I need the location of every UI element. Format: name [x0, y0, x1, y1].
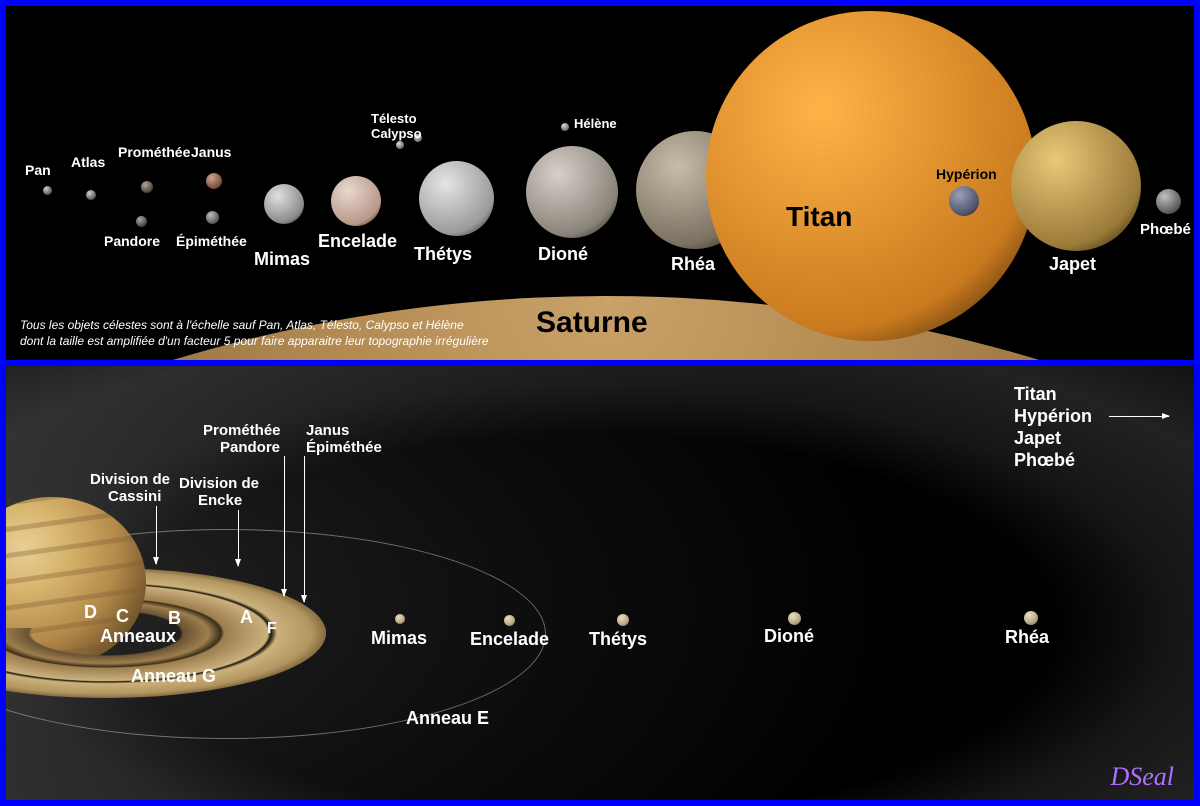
moon-helene — [561, 123, 569, 131]
moon-pandore — [136, 216, 147, 227]
bottom-panel: D C B A F Anneaux Anneau G Anneau E Divi… — [6, 366, 1194, 800]
moon-phoebe — [1156, 189, 1181, 214]
anneau-g-label: Anneau G — [131, 666, 216, 687]
moon-label-hyperion: Hypérion — [936, 166, 997, 182]
moon-label-telesto: Télesto — [371, 111, 417, 126]
moon-thetys — [419, 161, 494, 236]
janus-epi-arrow — [304, 456, 305, 602]
moon-janus — [206, 173, 222, 189]
moon-label-dione: Dioné — [538, 244, 588, 265]
orbit-label-rhea: Rhéa — [1005, 627, 1049, 648]
saturn-label: Saturne — [536, 306, 648, 340]
orbit-label-mimas: Mimas — [371, 628, 427, 649]
outer-0: Titan — [1014, 384, 1057, 405]
moon-pan — [43, 186, 52, 195]
orbit-moon-mimas — [395, 614, 405, 624]
encke-l1: Division de — [179, 475, 259, 492]
moon-calypso — [396, 141, 404, 149]
moon-label-titan: Titan — [786, 201, 852, 233]
outer-1: Hypérion — [1014, 406, 1092, 427]
cassini-l1: Division de — [90, 471, 170, 488]
top-panel: Pan Atlas Prométhée Pandore Janus Épiméthée Mi… — [6, 6, 1194, 360]
encke-arrow — [238, 510, 239, 566]
epimethee-l: Épiméthée — [306, 439, 382, 456]
moon-japet — [1011, 121, 1141, 251]
ring-c: C — [116, 606, 129, 627]
moon-label-phoebe: Phœbé — [1140, 221, 1191, 238]
orbit-moon-encelade — [504, 615, 515, 626]
moon-mimas — [264, 184, 304, 224]
moon-label-epimethee: Épiméthée — [176, 233, 247, 249]
outer-2: Japet — [1014, 428, 1061, 449]
moon-label-rhea: Rhéa — [671, 254, 715, 275]
anneau-e-label: Anneau E — [406, 708, 489, 729]
pandore-l: Pandore — [220, 439, 280, 456]
moon-hyperion — [949, 186, 979, 216]
panel-divider — [6, 360, 1194, 366]
moon-epimethee — [206, 211, 219, 224]
encke-l2: Encke — [198, 492, 242, 509]
moon-atlas — [86, 190, 96, 200]
ring-d: D — [84, 602, 97, 623]
moon-label-helene: Hélène — [574, 116, 617, 131]
caption-line2: dont la taille est amplifiée d'un facteu… — [20, 334, 489, 349]
outer-3: Phœbé — [1014, 450, 1075, 471]
moon-promethee — [141, 181, 153, 193]
moon-label-janus: Janus — [191, 144, 231, 160]
moon-label-promethee: Prométhée — [118, 144, 190, 160]
orbit-label-encelade: Encelade — [470, 629, 549, 650]
prom-pand-arrow — [284, 456, 285, 596]
ring-f: F — [267, 620, 277, 638]
cassini-arrow — [156, 506, 157, 564]
anneaux-label: Anneaux — [100, 626, 176, 647]
moon-label-pandore: Pandore — [104, 233, 160, 249]
moon-label-pan: Pan — [25, 162, 51, 178]
moon-label-atlas: Atlas — [71, 154, 105, 170]
moon-dione — [526, 146, 618, 238]
credit: DSeal — [1110, 762, 1174, 792]
promethee-l: Prométhée — [203, 422, 281, 439]
outer-arrow — [1109, 416, 1169, 417]
orbit-moon-dione — [788, 612, 801, 625]
moon-label-calypso: Calypso — [371, 126, 422, 141]
orbit-label-thetys: Thétys — [589, 629, 647, 650]
orbit-moon-rhea — [1024, 611, 1038, 625]
moon-label-mimas: Mimas — [254, 249, 310, 270]
moon-encelade — [331, 176, 381, 226]
moon-label-thetys: Thétys — [414, 244, 472, 265]
janus-l: Janus — [306, 422, 349, 439]
orbit-moon-thetys — [617, 614, 629, 626]
moon-label-japet: Japet — [1049, 254, 1096, 275]
moon-label-encelade: Encelade — [318, 231, 397, 252]
ring-a: A — [240, 607, 253, 628]
cassini-l2: Cassini — [108, 488, 161, 505]
caption-line1: Tous les objets célestes sont à l'échell… — [20, 318, 464, 333]
orbit-label-dione: Dioné — [764, 626, 814, 647]
